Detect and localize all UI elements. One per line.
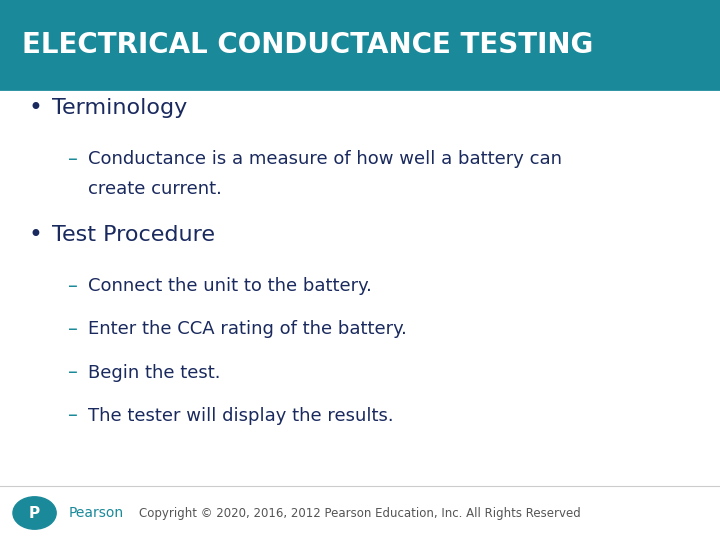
- Text: Conductance is a measure of how well a battery can: Conductance is a measure of how well a b…: [88, 150, 562, 168]
- Text: Begin the test.: Begin the test.: [88, 363, 220, 382]
- Text: Terminology: Terminology: [52, 98, 187, 118]
- Text: The tester will display the results.: The tester will display the results.: [88, 407, 393, 425]
- Text: •: •: [29, 223, 42, 247]
- Text: Connect the unit to the battery.: Connect the unit to the battery.: [88, 277, 372, 295]
- Text: –: –: [68, 406, 78, 426]
- Text: create current.: create current.: [88, 180, 222, 198]
- Text: –: –: [68, 320, 78, 339]
- Text: –: –: [68, 276, 78, 296]
- Text: Pearson: Pearson: [69, 506, 125, 520]
- FancyBboxPatch shape: [0, 0, 720, 89]
- Text: Enter the CCA rating of the battery.: Enter the CCA rating of the battery.: [88, 320, 407, 339]
- Text: –: –: [68, 363, 78, 382]
- Text: Copyright © 2020, 2016, 2012 Pearson Education, Inc. All Rights Reserved: Copyright © 2020, 2016, 2012 Pearson Edu…: [139, 507, 581, 519]
- Text: ELECTRICAL CONDUCTANCE TESTING: ELECTRICAL CONDUCTANCE TESTING: [22, 31, 593, 58]
- Circle shape: [13, 497, 56, 529]
- Text: •: •: [29, 96, 42, 120]
- Text: –: –: [68, 150, 78, 169]
- Text: P: P: [29, 505, 40, 521]
- Text: Test Procedure: Test Procedure: [52, 225, 215, 245]
